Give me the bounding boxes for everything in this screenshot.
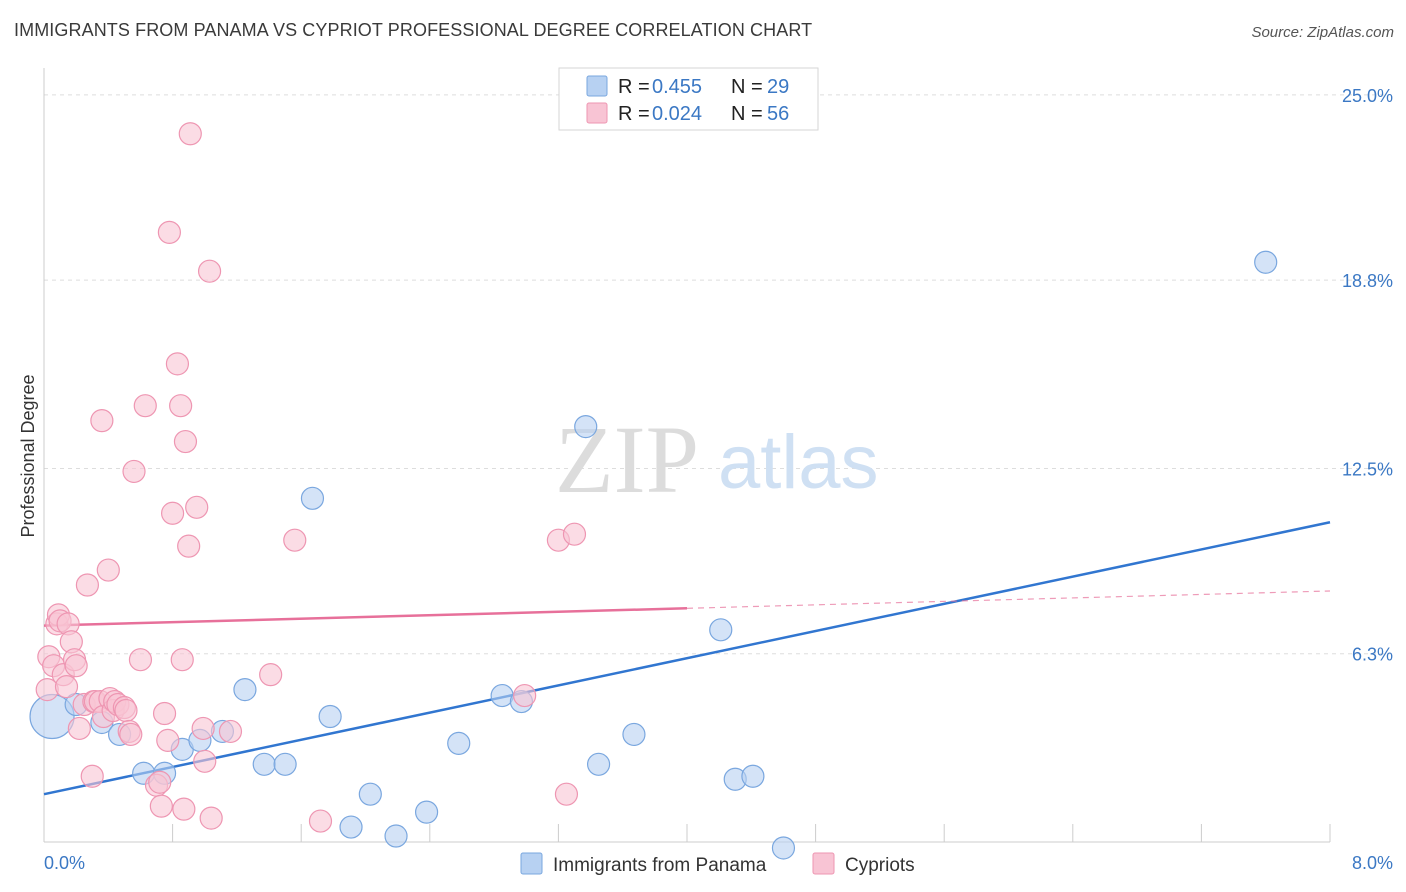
data-point-cypriots-19 <box>90 409 114 433</box>
data-point-cypriots-51 <box>199 806 223 830</box>
grid-lines <box>44 94 1390 655</box>
chart-source: Source: ZipAtlas.com <box>1251 24 1394 41</box>
bottom-legend-label-cypriots: Cypriots <box>845 855 915 876</box>
data-point-panama-18 <box>490 683 514 708</box>
legend-r-label-2: R = <box>618 103 650 125</box>
data-point-cypriots-44 <box>173 429 198 454</box>
data-point-panama-14 <box>358 782 382 806</box>
data-point-panama-16 <box>414 800 439 824</box>
data-point-panama-8 <box>233 677 257 702</box>
legend-n-label-1: N = <box>731 76 763 98</box>
data-point-cypriots-58 <box>554 782 579 806</box>
data-point-panama-11 <box>300 486 325 510</box>
data-point-cypriots-55 <box>308 809 333 833</box>
data-point-cypriots-50 <box>197 259 222 283</box>
watermark-atlas: atlas <box>718 420 879 505</box>
data-point-panama-15 <box>384 824 408 848</box>
data-point-cypriots-34 <box>148 770 172 794</box>
x-tick-label-1: 8.0% <box>1352 853 1393 873</box>
data-point-cypriots-43 <box>172 797 196 821</box>
data-point-cypriots-42 <box>170 648 194 672</box>
data-point-panama-17 <box>447 731 471 755</box>
data-point-panama-23 <box>709 618 733 642</box>
series-cypriots <box>35 122 587 833</box>
data-point-cypriots-30 <box>122 459 146 484</box>
trend-line-cypriots <box>43 607 688 627</box>
x-tick-labels: 0.0% 8.0% <box>44 853 1393 873</box>
y-tick-label-3: 25.0% <box>1342 86 1393 106</box>
y-tick-label-0: 6.3% <box>1352 645 1393 665</box>
legend-n-value-2: 56 <box>767 103 789 125</box>
data-point-panama-27 <box>1254 250 1278 274</box>
data-point-cypriots-27 <box>114 698 138 723</box>
legend-swatch-pink <box>586 102 608 124</box>
data-point-cypriots-52 <box>218 719 243 744</box>
legend-r-value-1: 0.455 <box>652 76 702 98</box>
trend-line-panama <box>43 521 1331 796</box>
y-tick-label-2: 18.8% <box>1342 271 1393 291</box>
data-point-panama-22 <box>622 722 646 747</box>
data-point-panama-13 <box>339 815 363 839</box>
legend-r-value-2: 0.024 <box>652 103 702 125</box>
data-point-panama-20 <box>574 415 598 439</box>
data-point-cypriots-49 <box>193 749 217 773</box>
data-point-cypriots-46 <box>178 122 202 146</box>
data-point-cypriots-31 <box>128 648 153 672</box>
trend-lines <box>43 521 1331 796</box>
data-point-cypriots-35 <box>149 794 173 818</box>
data-point-cypriots-14 <box>75 573 100 597</box>
data-point-cypriots-38 <box>157 220 181 244</box>
legend-swatch-blue <box>586 75 608 97</box>
data-point-cypriots-12 <box>67 716 91 741</box>
y-tick-labels: 6.3% 12.5% 18.8% 25.0% <box>1342 86 1393 665</box>
chart-title: IMMIGRANTS FROM PANAMA VS CYPRIOT PROFES… <box>14 20 813 40</box>
data-point-cypriots-15 <box>80 764 104 788</box>
data-point-cypriots-32 <box>133 394 157 418</box>
bottom-legend-label-panama: Immigrants from Panama <box>553 855 767 876</box>
bottom-legend: Immigrants from Panama Cypriots <box>520 852 915 876</box>
bottom-legend-swatch-blue <box>520 852 543 875</box>
data-point-cypriots-11 <box>64 654 88 678</box>
y-axis-title: Professional Degree <box>18 374 38 537</box>
data-points <box>29 122 1278 860</box>
data-point-cypriots-56 <box>513 683 537 708</box>
data-point-panama-10 <box>273 752 297 776</box>
y-tick-label-1: 12.5% <box>1342 459 1393 479</box>
data-point-cypriots-29 <box>119 722 143 747</box>
bottom-legend-swatch-pink <box>812 852 835 875</box>
series-panama <box>29 250 1278 860</box>
data-point-cypriots-36 <box>152 701 177 726</box>
data-point-cypriots-45 <box>177 534 201 558</box>
data-point-cypriots-7 <box>54 675 79 699</box>
data-point-cypriots-54 <box>283 528 307 552</box>
trend-line-extension-cypriots <box>686 590 1331 609</box>
data-point-cypriots-47 <box>185 495 209 519</box>
data-point-cypriots-59 <box>562 522 587 546</box>
watermark: ZIP atlas <box>555 406 879 513</box>
legend-n-label-2: N = <box>731 103 763 125</box>
data-point-panama-21 <box>586 752 611 776</box>
data-point-panama-9 <box>252 752 276 776</box>
data-point-cypriots-39 <box>161 501 185 525</box>
data-point-cypriots-40 <box>165 352 190 376</box>
data-point-panama-12 <box>318 704 342 729</box>
data-point-cypriots-37 <box>156 728 180 752</box>
data-point-cypriots-53 <box>259 663 283 687</box>
data-point-panama-26 <box>771 836 796 860</box>
legend-n-value-1: 29 <box>767 76 789 98</box>
data-point-panama-25 <box>741 764 765 788</box>
data-point-cypriots-48 <box>191 716 215 741</box>
top-legend: R = 0.455 N = 29 R = 0.024 N = 56 <box>558 67 819 131</box>
data-point-cypriots-41 <box>169 394 193 418</box>
legend-r-label-1: R = <box>618 76 650 98</box>
x-tick-label-0: 0.0% <box>44 853 85 873</box>
data-point-cypriots-21 <box>96 558 120 582</box>
